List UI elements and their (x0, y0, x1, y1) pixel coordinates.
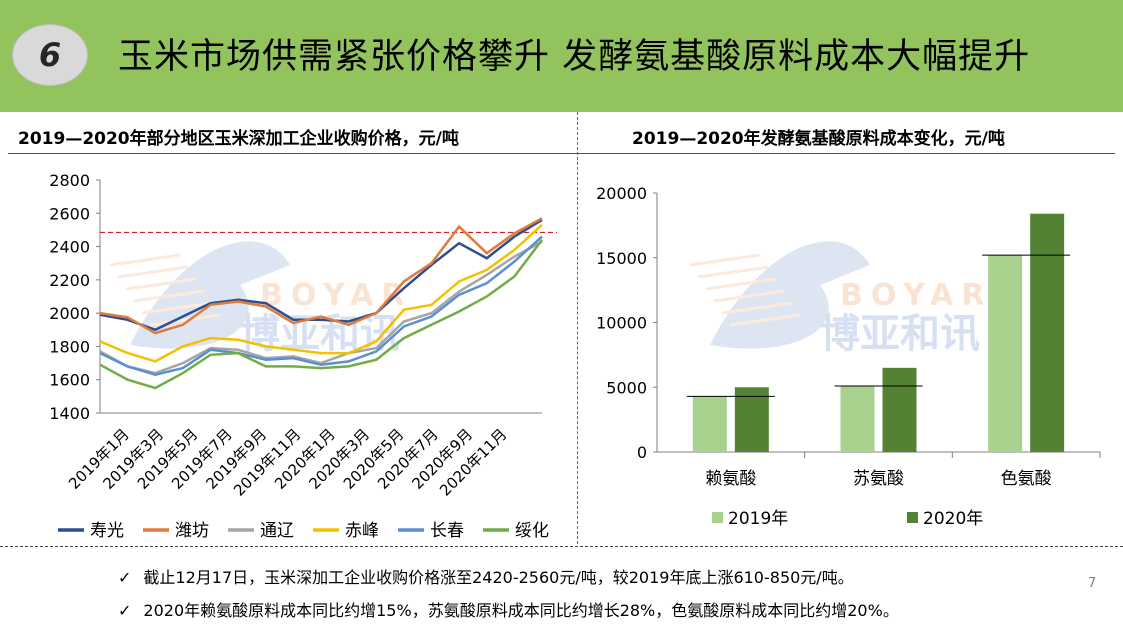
line-y-tick-label: 2400 (49, 238, 90, 257)
line-y-tick-label: 1600 (49, 371, 90, 390)
title-underline (8, 153, 1115, 154)
bar-1-0 (840, 385, 875, 452)
legend-label-shouguang: 寿光 (90, 521, 124, 541)
note-1-text: 截止12月17日，玉米深加工企业收购价格涨至2420-2560元/吨，较2019… (143, 568, 854, 587)
watermark-stripe (721, 301, 793, 315)
bar-0-0 (692, 396, 727, 452)
legend-label-changchun: 长春 (430, 521, 464, 541)
bar-0-1 (734, 387, 769, 452)
watermark-stripe (697, 265, 769, 279)
bar-2-1 (1030, 213, 1065, 452)
watermark-stripe (125, 277, 197, 291)
line-y-tick-label: 1800 (49, 337, 90, 356)
legend-label-weifang: 潍坊 (175, 521, 209, 541)
bar-chart-title: 2019—2020年发酵氨基酸原料成本变化，元/吨 (632, 129, 1005, 149)
series-line-changchun (99, 235, 543, 376)
watermark-stripe (141, 301, 213, 315)
legend-label-chifeng: 赤峰 (345, 521, 379, 541)
series-line-chifeng (99, 223, 543, 363)
watermark-cn-text: 博亚和讯 (820, 311, 980, 357)
bar-legend-swatch-1 (907, 512, 918, 523)
bar-category-label: 赖氨酸 (705, 469, 756, 489)
watermark-stripe (117, 265, 189, 279)
header-bar (0, 0, 1123, 112)
bar-y-tick-label: 20000 (596, 184, 647, 203)
line-y-tick-label: 2000 (49, 304, 90, 323)
watermark-latin-text: BOYAR (840, 278, 992, 313)
watermark-logo-icon (710, 241, 870, 349)
watermark-stripe (689, 253, 761, 267)
line-y-tick-label: 2600 (49, 204, 90, 223)
note-1: ✓ 截止12月17日，玉米深加工企业收购价格涨至2420-2560元/吨，较201… (118, 564, 854, 588)
bar-2-0 (988, 255, 1023, 452)
bar-legend-swatch-0 (712, 512, 723, 523)
series-line-suihua (99, 239, 543, 390)
bar-y-tick-label: 15000 (596, 249, 647, 268)
watermark-stripe (133, 289, 205, 303)
watermark-stripe (705, 277, 777, 291)
line-y-tick-label: 1400 (49, 404, 90, 423)
bar-1-1 (882, 367, 917, 452)
series-line-weifang (99, 217, 543, 335)
page-number: 7 (1088, 576, 1097, 591)
legend-label-suihua: 绥化 (515, 521, 549, 541)
line-y-tick-label: 2800 (49, 171, 90, 190)
page-title: 玉米市场供需紧张价格攀升 发酵氨基酸原料成本大幅提升 (118, 37, 1031, 77)
watermark-stripe (109, 253, 181, 267)
watermark-latin-text: BOYAR (260, 278, 412, 313)
line-chart-title: 2019—2020年部分地区玉米深加工企业收购价格，元/吨 (18, 129, 459, 149)
watermark-stripe (149, 313, 221, 327)
note-2-text: 2020年赖氨酸原料成本同比约增15%，苏氨酸原料成本同比约增长28%，色氨酸原… (143, 601, 899, 620)
bar-y-tick-label: 0 (637, 443, 647, 462)
check-icon: ✓ (118, 601, 132, 620)
horizontal-divider (0, 546, 1123, 547)
bar-legend-label-1: 2020年 (923, 509, 983, 529)
watermark-stripe (713, 289, 785, 303)
legend-label-tongliao: 通辽 (260, 521, 294, 541)
vertical-divider (577, 112, 578, 544)
series-line-shouguang (99, 218, 543, 332)
bar-y-tick-label: 10000 (596, 314, 647, 333)
line-y-tick-label: 2200 (49, 271, 90, 290)
bar-legend-label-0: 2019年 (728, 509, 788, 529)
bar-category-label: 色氨酸 (1001, 469, 1052, 489)
watermark-stripe (729, 313, 801, 327)
bar-y-tick-label: 5000 (606, 378, 647, 397)
section-number-badge: 6 (12, 24, 88, 86)
note-2: ✓ 2020年赖氨酸原料成本同比约增15%，苏氨酸原料成本同比约增长28%，色氨酸… (118, 597, 899, 621)
bar-category-label: 苏氨酸 (853, 469, 904, 489)
check-icon: ✓ (118, 568, 132, 587)
series-line-tongliao (99, 240, 543, 375)
